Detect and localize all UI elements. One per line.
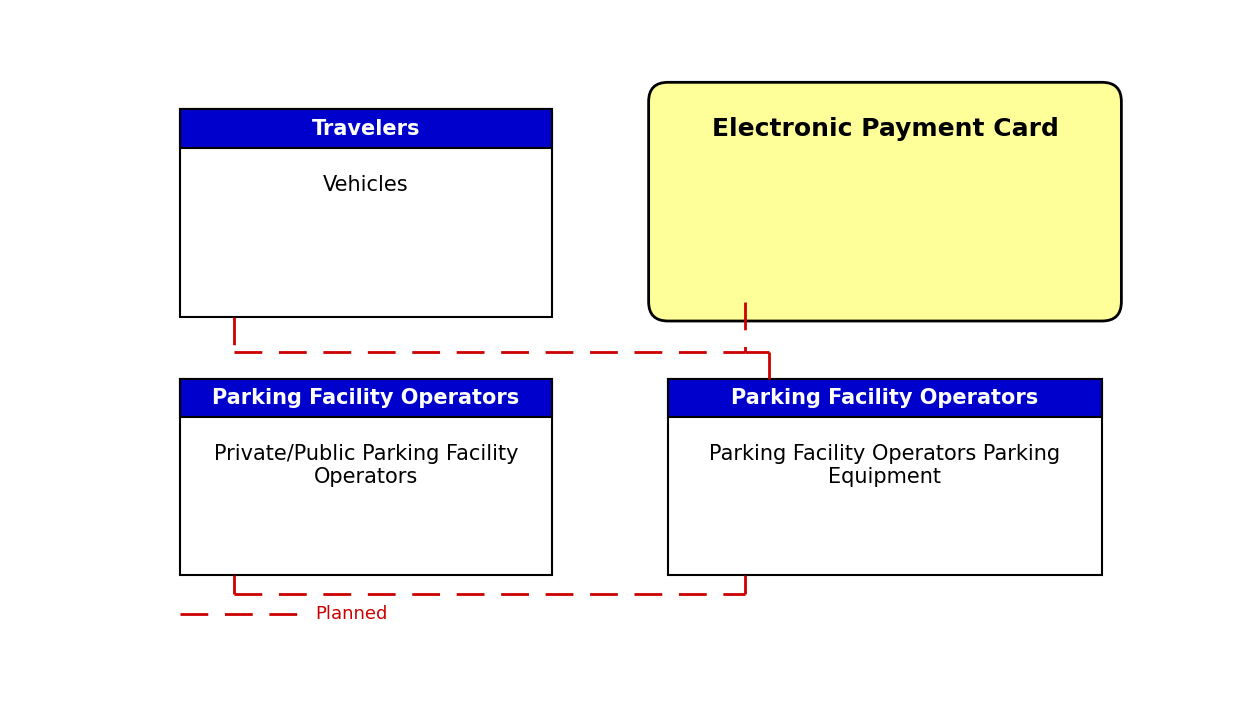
- Bar: [180, 379, 552, 417]
- Text: Electronic Payment Card: Electronic Payment Card: [711, 116, 1058, 141]
- Text: Parking Facility Operators: Parking Facility Operators: [212, 388, 520, 408]
- Bar: [180, 379, 552, 575]
- Bar: [180, 109, 552, 148]
- Text: Travelers: Travelers: [312, 118, 419, 139]
- Text: Private/Public Parking Facility
Operators: Private/Public Parking Facility Operator…: [214, 444, 518, 488]
- Bar: [669, 379, 1102, 417]
- FancyBboxPatch shape: [649, 83, 1122, 321]
- Text: Vehicles: Vehicles: [323, 174, 408, 195]
- Bar: [180, 109, 552, 148]
- Text: Parking Facility Operators: Parking Facility Operators: [731, 388, 1039, 408]
- Bar: [669, 379, 1102, 417]
- Text: Planned: Planned: [316, 605, 388, 623]
- Bar: [180, 109, 552, 317]
- Bar: [669, 379, 1102, 575]
- Bar: [180, 379, 552, 417]
- Text: Parking Facility Operators Parking
Equipment: Parking Facility Operators Parking Equip…: [710, 444, 1060, 488]
